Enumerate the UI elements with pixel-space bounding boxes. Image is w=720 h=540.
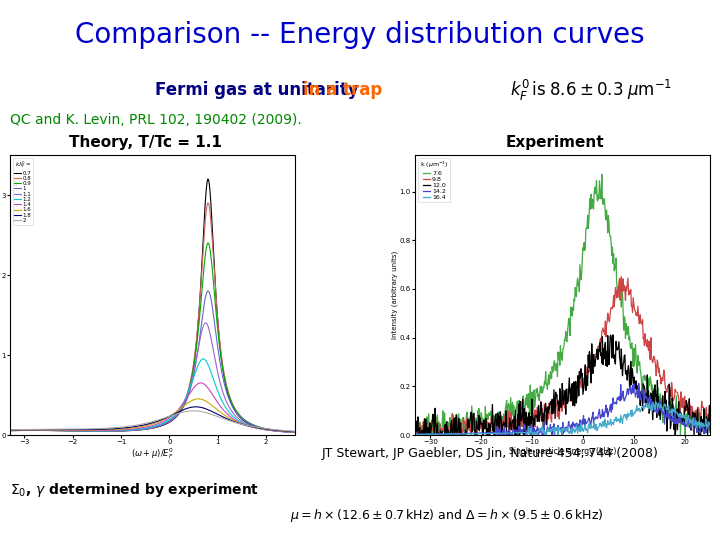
X-axis label: Single-particle energy (kHz): Single-particle energy (kHz) [509,447,616,456]
Text: $\Sigma_0$, $\gamma$ determined by experiment: $\Sigma_0$, $\gamma$ determined by exper… [10,481,259,499]
Text: 3: 3 [12,181,17,187]
Text: Fermi gas at unitarity: Fermi gas at unitarity [155,81,364,99]
Legend: 0.7, 0.8, 0.9, 1, 1.1, 1.2, 1.4, 1.6, 1.8, 2: 0.7, 0.8, 0.9, 1, 1.1, 1.2, 1.4, 1.6, 1.… [13,158,33,225]
Y-axis label: Intensity (arbitrary units): Intensity (arbitrary units) [392,251,398,339]
X-axis label: $(\omega + \mu)/E_F^0$: $(\omega + \mu)/E_F^0$ [131,447,174,462]
Text: Comparison -- Energy distribution curves: Comparison -- Energy distribution curves [75,21,645,49]
Text: Experiment: Experiment [505,136,604,151]
Text: JT Stewart, JP Gaebler, DS Jin, Nature 454, 744 (2008): JT Stewart, JP Gaebler, DS Jin, Nature 4… [322,447,658,460]
Text: $\mu = h \times (12.6 \pm 0.7\,\mathrm{kHz})$ and $\Delta = h \times (9.5 \pm 0.: $\mu = h \times (12.6 \pm 0.7\,\mathrm{k… [290,507,603,523]
Text: Theory, T/Tc = 1.1: Theory, T/Tc = 1.1 [68,136,222,151]
Text: QC and K. Levin, PRL 102, 190402 (2009).: QC and K. Levin, PRL 102, 190402 (2009). [10,113,302,127]
Text: in a trap: in a trap [303,81,382,99]
Legend: 7.6, 9.8, 12.0, 14.2, 16.4: 7.6, 9.8, 12.0, 14.2, 16.4 [418,158,451,202]
Text: $k_F^0\,\mathrm{is}\;8.6 \pm 0.3\;\mu\mathrm{m}^{-1}$: $k_F^0\,\mathrm{is}\;8.6 \pm 0.3\;\mu\ma… [510,77,672,103]
